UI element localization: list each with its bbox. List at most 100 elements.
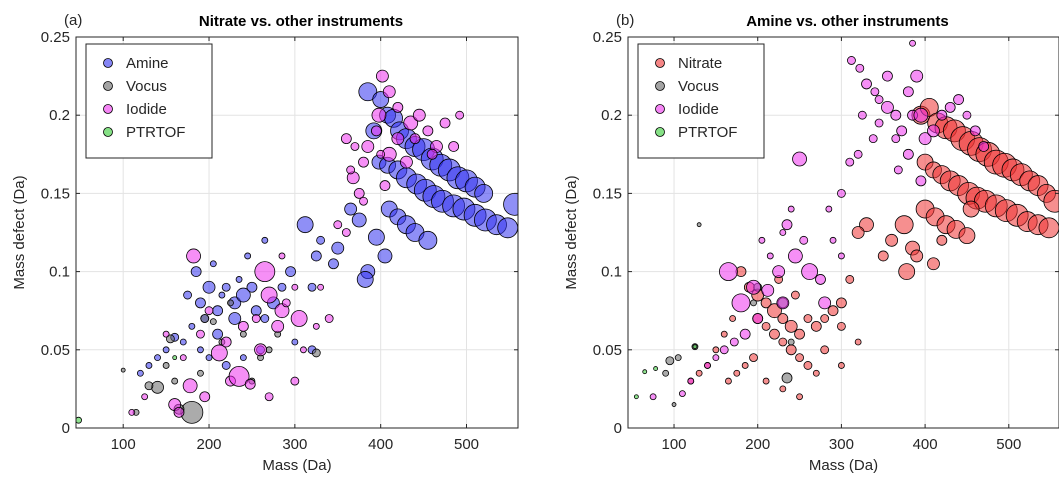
point-amine xyxy=(235,287,251,303)
point-ptrtof xyxy=(172,355,178,361)
point-nitrate xyxy=(712,346,720,354)
point-iodide xyxy=(340,133,352,145)
point-ptrtof xyxy=(642,369,648,375)
point-vocus xyxy=(209,318,217,326)
point-iodide xyxy=(281,298,291,308)
point-iodide xyxy=(902,86,914,98)
point-iodide xyxy=(173,406,185,418)
point-nitrate xyxy=(769,328,780,340)
point-nitrate xyxy=(749,353,758,363)
point-nitrate xyxy=(894,215,914,235)
point-nitrate xyxy=(898,263,916,281)
point-amine xyxy=(344,202,358,216)
point-nitrate xyxy=(877,250,889,262)
point-amine xyxy=(277,282,287,292)
point-iodide xyxy=(918,132,932,146)
point-iodide xyxy=(353,187,365,199)
point-iodide xyxy=(729,337,739,347)
point-iodide xyxy=(392,101,404,113)
point-nitrate xyxy=(795,353,804,363)
point-nitrate xyxy=(851,226,865,239)
point-iodide xyxy=(719,262,738,282)
point-iodide xyxy=(264,392,274,402)
point-iodide xyxy=(781,219,793,231)
point-iodide xyxy=(874,118,884,128)
point-iodide xyxy=(678,390,686,397)
point-nitrate xyxy=(760,297,772,309)
point-iodide xyxy=(254,343,267,357)
y-tick-label: 0 xyxy=(62,420,70,437)
point-iodide xyxy=(838,252,845,260)
point-nitrate xyxy=(820,314,830,323)
point-iodide xyxy=(439,117,451,129)
legend-marker-vocus xyxy=(103,81,113,91)
point-amine xyxy=(154,354,161,362)
point-iodide xyxy=(829,236,837,244)
point-iodide xyxy=(799,235,809,245)
point-nitrate xyxy=(778,337,788,347)
x-tick-label: 500 xyxy=(996,436,1021,453)
legend-label: Vocus xyxy=(678,78,719,95)
point-iodide xyxy=(962,110,972,120)
point-nitrate xyxy=(720,330,728,338)
point-amine xyxy=(474,183,494,203)
legend-marker-amine xyxy=(103,58,113,68)
point-amine xyxy=(328,258,339,270)
point-nitrate xyxy=(803,361,813,370)
point-iodide xyxy=(260,286,278,304)
chart-panel-a: 100 200 300 400 500 0 0.05 0.1 0.15 0.2 0.25 Mass (… xyxy=(11,12,519,474)
point-vocus xyxy=(311,348,321,358)
point-nitrate xyxy=(803,314,813,323)
point-vocus xyxy=(151,380,164,394)
point-iodide xyxy=(779,229,787,236)
point-nitrate xyxy=(927,257,940,271)
point-iodide xyxy=(818,296,832,310)
point-nitrate xyxy=(827,305,839,317)
point-iodide xyxy=(801,263,819,281)
scatter-points xyxy=(633,39,1059,407)
point-vocus xyxy=(200,314,210,323)
point-iodide xyxy=(910,69,924,83)
point-iodide xyxy=(969,125,981,137)
legend: Nitrate Vocus Iodide PTRTOF xyxy=(637,43,765,159)
point-iodide xyxy=(787,248,803,264)
point-iodide xyxy=(391,132,405,146)
point-iodide xyxy=(853,149,863,159)
point-amine xyxy=(205,354,213,362)
point-ptrtof xyxy=(692,344,698,350)
point-amine xyxy=(183,290,192,300)
y-tick-label: 0.05 xyxy=(593,342,622,359)
point-iodide xyxy=(254,261,276,283)
point-iodide xyxy=(896,125,908,137)
point-iodide xyxy=(317,283,325,291)
point-iodide xyxy=(893,165,903,175)
point-amine xyxy=(228,312,242,325)
point-iodide xyxy=(350,142,360,151)
legend-label: Vocus xyxy=(126,78,167,95)
y-axis-label: Mass defect (Da) xyxy=(11,175,28,289)
point-amine xyxy=(221,282,231,292)
y-tick-label: 0.2 xyxy=(601,107,622,124)
point-iodide xyxy=(712,354,720,362)
point-amine xyxy=(218,291,226,299)
legend-label: Nitrate xyxy=(678,55,722,72)
point-iodide xyxy=(891,134,901,144)
point-iodide xyxy=(731,293,751,313)
point-vocus xyxy=(162,362,170,369)
chart-title: Nitrate vs. other instruments xyxy=(199,13,403,30)
legend-marker-vocus xyxy=(655,81,665,91)
point-iodide xyxy=(455,110,465,120)
point-iodide xyxy=(333,220,343,230)
x-tick-label: 400 xyxy=(913,436,938,453)
point-nitrate xyxy=(725,377,732,385)
point-iodide xyxy=(382,85,396,99)
point-iodide xyxy=(687,377,695,385)
point-iodide xyxy=(412,108,426,122)
point-iodide xyxy=(857,110,867,120)
x-tick-label: 300 xyxy=(829,436,854,453)
point-iodide xyxy=(324,314,334,323)
point-amine xyxy=(296,216,314,234)
point-iodide xyxy=(772,265,786,279)
point-iodide xyxy=(978,141,990,152)
